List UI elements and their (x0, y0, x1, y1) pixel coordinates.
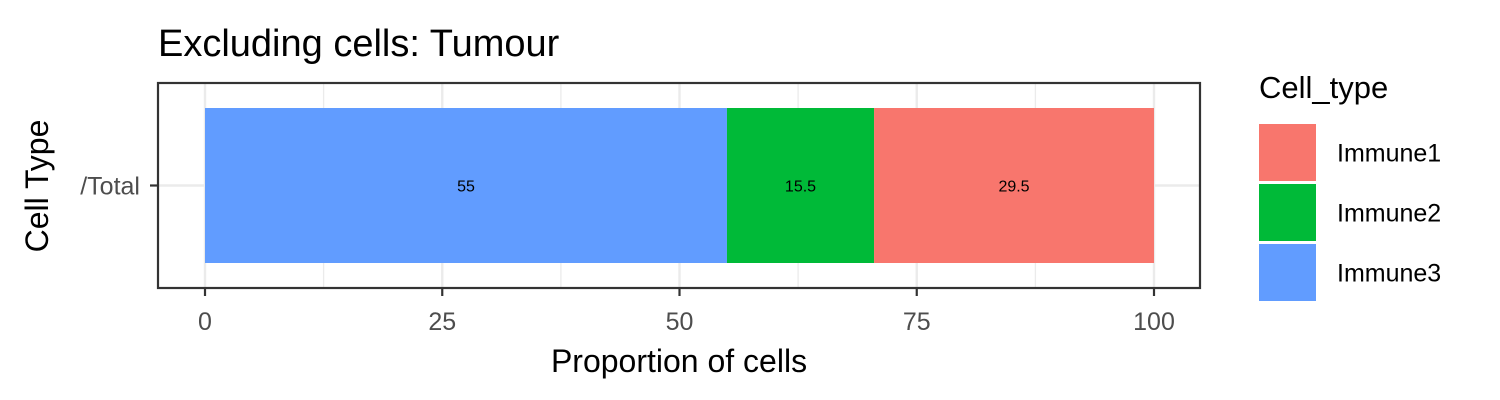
x-axis: 0 25 50 75 100 (198, 288, 1175, 336)
legend-label-immune2: Immune2 (1337, 200, 1441, 228)
data-label-immune2: 15.5 (785, 179, 816, 196)
bar-segment-immune3 (205, 108, 727, 263)
x-tick-label: 100 (1133, 308, 1175, 336)
data-label-immune3: 55 (457, 179, 475, 196)
legend: Immune1 Immune2 Immune3 (1259, 124, 1441, 301)
legend-label-immune1: Immune1 (1337, 140, 1441, 168)
x-tick-label: 25 (428, 308, 456, 336)
y-axis: /Total (80, 173, 158, 201)
x-tick-label: 75 (903, 308, 931, 336)
x-tick-label: 50 (666, 308, 694, 336)
bar-segment-immune1 (874, 108, 1154, 263)
bar-segment-immune2 (726, 108, 875, 263)
legend-key-immune3 (1259, 244, 1316, 301)
legend-label-immune3: Immune3 (1337, 260, 1441, 288)
y-axis-title: Cell Type (19, 120, 55, 253)
bar-segments (205, 108, 1154, 263)
data-labels: 55 15.5 29.5 (457, 179, 1030, 196)
data-label-immune1: 29.5 (998, 179, 1029, 196)
x-tick-label: 0 (198, 308, 212, 336)
legend-title: Cell_type (1259, 70, 1388, 105)
x-axis-title: Proportion of cells (551, 343, 807, 379)
legend-key-immune2 (1259, 184, 1316, 241)
y-category-label: /Total (80, 173, 140, 201)
legend-key-immune1 (1259, 124, 1316, 181)
chart-title: Excluding cells: Tumour (158, 23, 560, 65)
